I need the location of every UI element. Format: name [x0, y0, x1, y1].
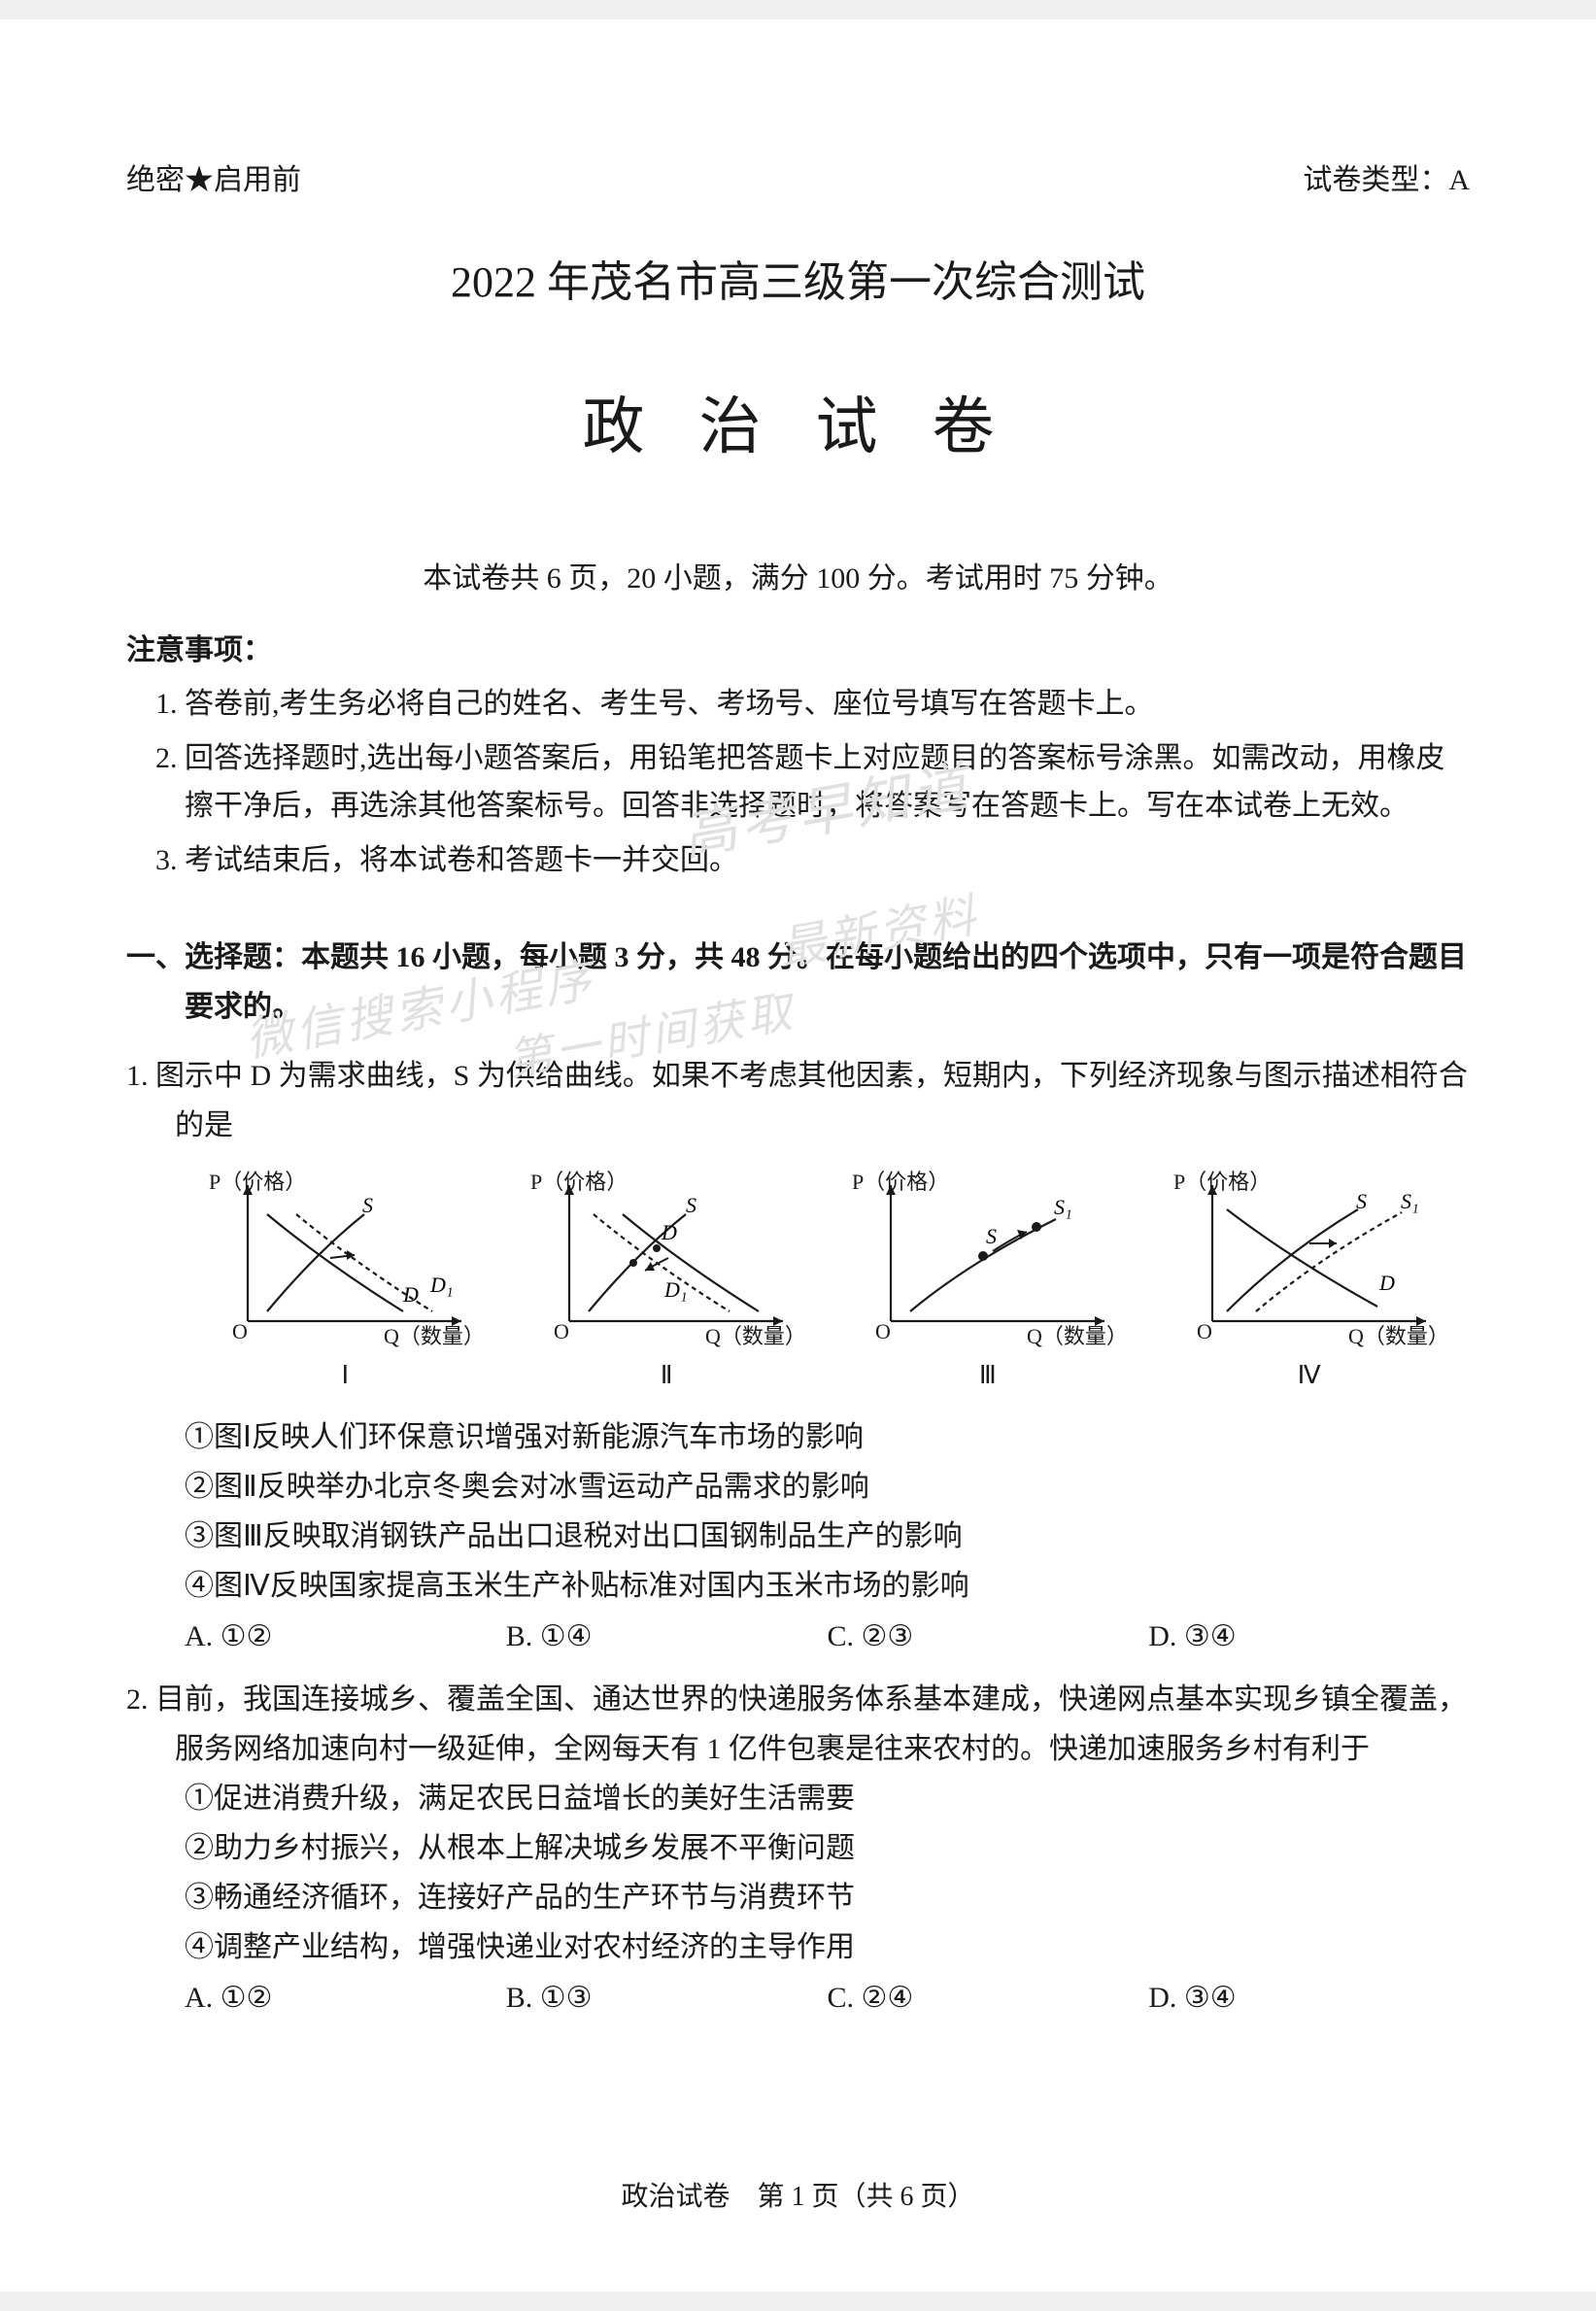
chart-4-svg: P（价格） O Q（数量） D S S₁ [1173, 1166, 1445, 1350]
svg-text:P（价格）: P（价格） [852, 1170, 949, 1194]
q2-sub-1: ①促进消费升级，满足农民日益增长的美好生活需要 [126, 1774, 1470, 1823]
svg-text:D: D [1378, 1271, 1395, 1295]
exam-page: 高考早知道 最新资料 微信搜索小程序 第一时间获取 绝密★启用前 试卷类型：A … [0, 19, 1596, 2292]
chart-panel-1: P（价格） O Q（数量） S D D₁ Ⅰ [209, 1166, 481, 1397]
question-2: 2. 目前，我国连接城乡、覆盖全国、通达世界的快递服务体系基本建成，快递网点基本… [126, 1675, 1470, 2024]
q1-sub-4: ④图Ⅳ反映国家提高玉米生产补贴标准对国内玉米市场的影响 [126, 1561, 1470, 1611]
q1-option-a: A. ①② [185, 1611, 506, 1663]
q1-option-c: C. ②③ [828, 1611, 1149, 1663]
svg-text:Q（数量）: Q（数量） [1348, 1324, 1445, 1348]
section-one-title: 一、选择题：本题共 16 小题，每小题 3 分，共 48 分。在每小题给出的四个… [126, 933, 1470, 1032]
q1-sub-1: ①图Ⅰ反映人们环保意识增强对新能源汽车市场的影响 [126, 1412, 1470, 1462]
svg-text:Q（数量）: Q（数量） [1027, 1324, 1124, 1348]
q1-sub-2: ②图Ⅱ反映举办北京冬奥会对冰雪运动产品需求的影响 [126, 1462, 1470, 1512]
svg-text:D₁: D₁ [429, 1273, 454, 1297]
question-1-stem: 1. 图示中 D 为需求曲线，S 为供给曲线。如果不考虑其他因素，短期内，下列经… [126, 1051, 1470, 1150]
chart-2-svg: P（价格） O Q（数量） S D D₁ [530, 1166, 802, 1350]
paper-type-label: 试卷类型：A [1303, 155, 1470, 198]
chart-1-roman: Ⅰ [342, 1354, 350, 1397]
svg-text:Q（数量）: Q（数量） [705, 1324, 802, 1348]
charts-row: P（价格） O Q（数量） S D D₁ Ⅰ [185, 1166, 1470, 1397]
paper-info: 本试卷共 6 页，20 小题，满分 100 分。考试用时 75 分钟。 [126, 554, 1470, 596]
svg-text:O: O [232, 1319, 248, 1343]
question-2-stem: 2. 目前，我国连接城乡、覆盖全国、通达世界的快递服务体系基本建成，快递网点基本… [126, 1675, 1470, 1774]
q2-options: A. ①② B. ①③ C. ②④ D. ③④ [126, 1972, 1470, 2024]
svg-text:S: S [1356, 1189, 1367, 1213]
chart-3-roman: Ⅲ [979, 1354, 997, 1397]
svg-text:P（价格）: P（价格） [209, 1170, 306, 1194]
chart-panel-3: P（价格） O Q（数量） S S₁ Ⅲ [852, 1166, 1124, 1397]
svg-text:S: S [986, 1224, 997, 1248]
q1-options: A. ①② B. ①④ C. ②③ D. ③④ [126, 1611, 1470, 1663]
svg-text:O: O [554, 1319, 569, 1343]
svg-text:O: O [875, 1319, 891, 1343]
notice-item: 1. 答卷前,考生务必将自己的姓名、考生号、考场号、座位号填写在答题卡上。 [126, 680, 1470, 729]
svg-text:D₁: D₁ [663, 1277, 688, 1302]
subject-title: 政 治 试 卷 [126, 377, 1470, 466]
exam-title: 2022 年茂名市高三级第一次综合测试 [126, 247, 1470, 309]
q2-sub-2: ②助力乡村振兴，从根本上解决城乡发展不平衡问题 [126, 1823, 1470, 1873]
q1-option-d: D. ③④ [1148, 1611, 1470, 1663]
chart-2-roman: Ⅱ [661, 1354, 673, 1397]
svg-text:P（价格）: P（价格） [1173, 1170, 1271, 1194]
svg-text:S: S [686, 1193, 696, 1217]
svg-text:P（价格）: P（价格） [530, 1170, 628, 1194]
q2-sub-4: ④调整产业结构，增强快递业对农村经济的主导作用 [126, 1922, 1470, 1972]
notice-title: 注意事项： [126, 626, 1470, 668]
q1-option-b: B. ①④ [506, 1611, 828, 1663]
svg-text:O: O [1197, 1319, 1212, 1343]
q2-option-d: D. ③④ [1148, 1972, 1470, 2024]
svg-text:S₁: S₁ [1054, 1195, 1072, 1219]
svg-text:D: D [661, 1220, 677, 1244]
svg-text:S: S [362, 1193, 373, 1217]
q2-option-b: B. ①③ [506, 1972, 828, 2024]
notice-item: 2. 回答选择题时,选出每小题答案后，用铅笔把答题卡上对应题目的答案标号涂黑。如… [126, 734, 1470, 831]
q1-sub-3: ③图Ⅲ反映取消钢铁产品出口退税对出口国钢制品生产的影响 [126, 1512, 1470, 1561]
chart-1-svg: P（价格） O Q（数量） S D D₁ [209, 1166, 481, 1350]
secret-label: 绝密★启用前 [126, 155, 301, 198]
svg-text:S₁: S₁ [1401, 1189, 1419, 1213]
question-1: 1. 图示中 D 为需求曲线，S 为供给曲线。如果不考虑其他因素，短期内，下列经… [126, 1051, 1470, 1663]
chart-panel-2: P（价格） O Q（数量） S D D₁ Ⅱ [530, 1166, 802, 1397]
chart-panel-4: P（价格） O Q（数量） D S S₁ Ⅳ [1173, 1166, 1445, 1397]
q2-option-a: A. ①② [185, 1972, 506, 2024]
page-footer: 政治试卷 第 1 页（共 6 页） [0, 2175, 1596, 2214]
svg-text:Q（数量）: Q（数量） [384, 1324, 481, 1348]
notice-item: 3. 考试结束后，将本试卷和答题卡一并交回。 [126, 836, 1470, 885]
chart-3-svg: P（价格） O Q（数量） S S₁ [852, 1166, 1124, 1350]
chart-4-roman: Ⅳ [1298, 1354, 1321, 1397]
q2-option-c: C. ②④ [828, 1972, 1149, 2024]
header-row: 绝密★启用前 试卷类型：A [126, 155, 1470, 198]
q2-sub-3: ③畅通经济循环，连接好产品的生产环节与消费环节 [126, 1873, 1470, 1922]
